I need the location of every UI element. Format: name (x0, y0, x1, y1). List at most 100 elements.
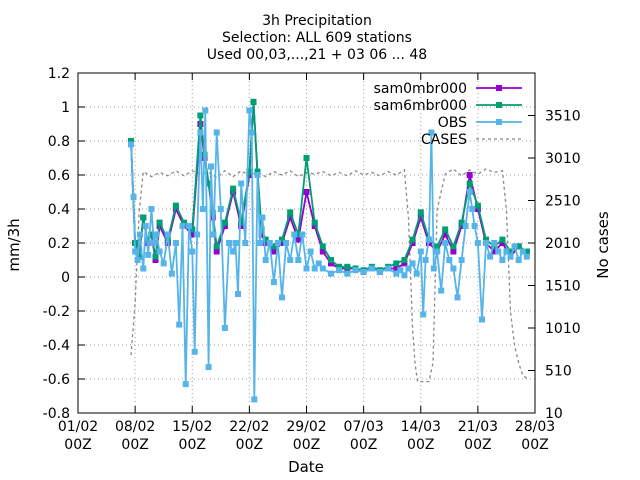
data-point-sam6mbr000 (434, 243, 441, 250)
x-tick-label-date: 29/02 (286, 419, 326, 435)
data-point-obs (385, 265, 392, 272)
x-tick-label-hour: 00Z (407, 437, 434, 453)
data-point-sam6mbr000 (270, 243, 277, 250)
x-axis-label: Date (288, 458, 324, 476)
data-point-obs (515, 257, 522, 263)
data-point-sam0mbr000 (393, 265, 400, 272)
data-point-obs (194, 231, 201, 238)
data-point-obs (134, 257, 141, 263)
data-point-sam6mbr000 (319, 243, 326, 250)
data-point-sam0mbr000 (262, 240, 269, 246)
legend-label: CASES (421, 132, 467, 148)
x-tick-label-date: 07/03 (343, 419, 383, 435)
data-point-obs (257, 240, 263, 246)
data-point-obs (150, 240, 157, 246)
data-point-obs (474, 240, 481, 246)
data-point-sam0mbr000 (287, 214, 294, 221)
data-point-obs (420, 311, 427, 318)
x-tick-label-date: 22/02 (229, 419, 269, 435)
data-point-obs (238, 180, 245, 187)
data-point-obs (466, 189, 473, 195)
x-tick-label-hour: 00Z (236, 437, 263, 453)
data-point-sam6mbr000 (401, 257, 408, 263)
data-point-obs (274, 240, 281, 246)
data-point-obs (156, 248, 163, 255)
data-point-obs (137, 231, 143, 238)
data-point-obs (434, 248, 441, 255)
data-point-obs (442, 240, 449, 246)
x-tick-label-date: 28/03 (515, 419, 555, 435)
y2-axis-label: No cases (594, 211, 612, 279)
data-point-sam6mbr000 (136, 253, 143, 260)
data-point-obs (311, 265, 318, 272)
legend-label: sam6mbr000 (374, 98, 467, 114)
y-tick-label: 0.6 (48, 168, 70, 184)
data-point-sam0mbr000 (442, 231, 449, 238)
data-point-obs (315, 260, 322, 267)
series-layer (128, 98, 530, 403)
y-tick-label: 0.8 (48, 134, 70, 150)
legend-swatch-marker (496, 119, 502, 125)
data-point-obs (217, 206, 224, 212)
data-point-obs (248, 129, 255, 136)
data-point-obs (352, 267, 359, 274)
y2-tick-label: 510 (545, 364, 572, 380)
data-point-obs (186, 223, 192, 229)
data-point-obs (226, 240, 232, 246)
data-point-obs (148, 206, 155, 212)
data-point-sam6mbr000 (483, 236, 489, 243)
legend-swatch-marker (496, 85, 502, 91)
x-tick-label-hour: 00Z (350, 437, 377, 453)
data-point-obs (299, 231, 306, 238)
data-point-sam6mbr000 (328, 257, 334, 263)
data-point-sam6mbr000 (213, 243, 220, 250)
data-point-obs (205, 364, 212, 371)
data-point-obs (328, 270, 334, 277)
data-point-sam6mbr000 (287, 209, 294, 216)
legend-label: sam0mbr000 (374, 81, 467, 97)
data-point-sam0mbr000 (328, 260, 334, 267)
data-point-obs (199, 206, 206, 212)
data-point-sam6mbr000 (303, 155, 310, 161)
chart-subtitle-2: Used 00,03,...,21 + 03 06 ... 48 (207, 47, 427, 63)
data-point-sam0mbr000 (491, 248, 498, 255)
data-point-obs (291, 231, 298, 238)
data-point-obs (487, 253, 494, 260)
y-tick-label: 0.2 (48, 236, 70, 252)
data-point-obs (235, 291, 241, 297)
data-point-sam6mbr000 (221, 219, 228, 226)
data-point-obs (270, 279, 277, 286)
data-point-sam0mbr000 (458, 223, 465, 229)
data-point-obs (368, 265, 375, 272)
data-point-sam6mbr000 (238, 219, 245, 226)
data-point-sam6mbr000 (262, 236, 269, 243)
data-point-sam0mbr000 (417, 214, 424, 221)
data-point-obs (462, 223, 469, 229)
data-point-obs (307, 248, 314, 255)
y-tick-label: -0.4 (43, 338, 70, 354)
data-point-obs (483, 240, 489, 246)
data-point-sam6mbr000 (295, 231, 302, 238)
y2-tick-label: 10 (545, 406, 563, 422)
data-point-obs (179, 223, 186, 229)
data-point-sam0mbr000 (401, 260, 408, 267)
data-point-obs (172, 240, 179, 246)
x-tick-label-date: 08/02 (115, 419, 155, 435)
data-point-sam6mbr000 (466, 180, 473, 187)
data-point-obs (422, 257, 429, 263)
data-point-sam0mbr000 (499, 240, 506, 246)
x-tick-label-date: 14/03 (401, 419, 441, 435)
data-point-sam0mbr000 (311, 223, 318, 229)
data-point-obs (259, 214, 266, 221)
data-point-obs (450, 265, 457, 272)
data-point-obs (287, 257, 294, 263)
data-point-sam0mbr000 (189, 231, 196, 238)
y2-tick-label: 1510 (545, 279, 581, 295)
x-tick-label-hour: 00Z (121, 437, 148, 453)
data-point-obs (430, 265, 437, 272)
data-point-obs (242, 240, 249, 246)
data-point-obs (197, 129, 204, 136)
data-point-sam6mbr000 (499, 236, 506, 243)
y-tick-label: -0.2 (43, 304, 70, 320)
